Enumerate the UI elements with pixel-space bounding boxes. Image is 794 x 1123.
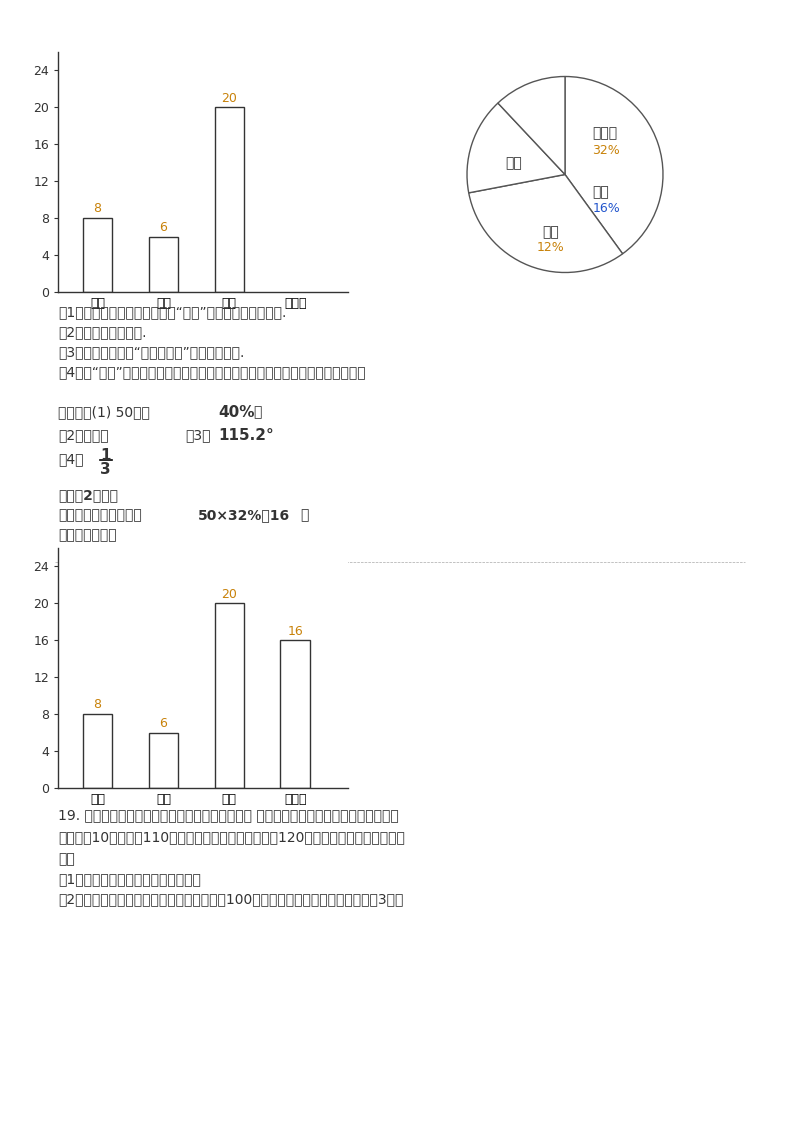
Text: 50×32%＝16: 50×32%＝16 [198, 508, 290, 522]
Text: 20: 20 [222, 92, 237, 104]
Text: 不合格: 不合格 [592, 127, 618, 140]
Text: 【答案】(1) 50人，: 【答案】(1) 50人， [58, 405, 150, 419]
Text: 补全图形如下：: 补全图形如下： [58, 528, 117, 542]
Bar [83, 714, 113, 788]
Text: （2）见解析: （2）见解析 [58, 428, 109, 442]
Text: 32%: 32% [592, 144, 620, 156]
Text: （4）在“优秀”中有甲乙丙三人，现从中抽出两人，则刚好抽中甲乙两人的概率为: （4）在“优秀”中有甲乙丙三人，现从中抽出两人，则刚好抽中甲乙两人的概率为 [58, 365, 365, 378]
Text: 解：不合格的人数为：: 解：不合格的人数为： [58, 508, 142, 522]
Text: ；: ； [253, 405, 261, 419]
Text: （1）本次抽查总人数为　　，“合格”人数的百分比为　　.: （1）本次抽查总人数为 ，“合格”人数的百分比为 . [58, 305, 287, 319]
Text: 样．: 样． [58, 852, 75, 866]
Text: 12%: 12% [537, 241, 565, 254]
Text: 6: 6 [160, 221, 168, 234]
Text: （2）补全条形统计图.: （2）补全条形统计图. [58, 325, 147, 339]
Text: （3）扇形统计图中“不合格人数”的度数为　　.: （3）扇形统计图中“不合格人数”的度数为 . [58, 345, 245, 359]
Text: 16%: 16% [592, 202, 620, 216]
Bar [280, 640, 310, 788]
Text: 19. 某学校打算购买甲乙两种不同类型的笔记本． 已知甲种类型的电脑的单价比乙种类型: 19. 某学校打算购买甲乙两种不同类型的笔记本． 已知甲种类型的电脑的单价比乙种… [58, 809, 399, 822]
Text: 8: 8 [94, 202, 102, 216]
Wedge shape [498, 76, 565, 174]
Bar [148, 237, 179, 292]
Bar [214, 108, 245, 292]
Text: 良好: 良好 [542, 226, 559, 239]
Text: （1）求甲乙两种类型笔记本的单价．: （1）求甲乙两种类型笔记本的单价． [58, 871, 201, 886]
Text: （2）该学校打算购买甲乙两种类型笔记本共100件，且购买的乙的数量不超过甲的3倍，: （2）该学校打算购买甲乙两种类型笔记本共100件，且购买的乙的数量不超过甲的3倍… [58, 892, 403, 906]
Bar [214, 603, 245, 788]
Text: 的要便宜10元，且用110元购买的甲种类型的数量与用120元购买的乙种类型的数量一: 的要便宜10元，且用110元购买的甲种类型的数量与用120元购买的乙种类型的数量… [58, 830, 405, 844]
Text: （4）: （4） [58, 451, 83, 466]
Text: 115.2°: 115.2° [218, 428, 274, 442]
Text: 优秀: 优秀 [592, 185, 609, 199]
Bar [148, 732, 179, 788]
Text: ；: ； [300, 508, 308, 522]
Text: 40%: 40% [218, 405, 255, 420]
Text: 20: 20 [222, 587, 237, 601]
Text: 合格: 合格 [506, 156, 522, 170]
Text: 16: 16 [287, 624, 303, 638]
Wedge shape [468, 174, 622, 273]
Wedge shape [565, 76, 663, 254]
Text: 8: 8 [94, 699, 102, 711]
Text: 6: 6 [160, 716, 168, 730]
Bar [83, 218, 113, 292]
Text: 1: 1 [100, 448, 110, 463]
Text: 3: 3 [100, 462, 110, 477]
Text: 【小问2详解】: 【小问2详解】 [58, 489, 118, 502]
Text: （3）: （3） [185, 428, 210, 442]
Wedge shape [467, 103, 565, 193]
